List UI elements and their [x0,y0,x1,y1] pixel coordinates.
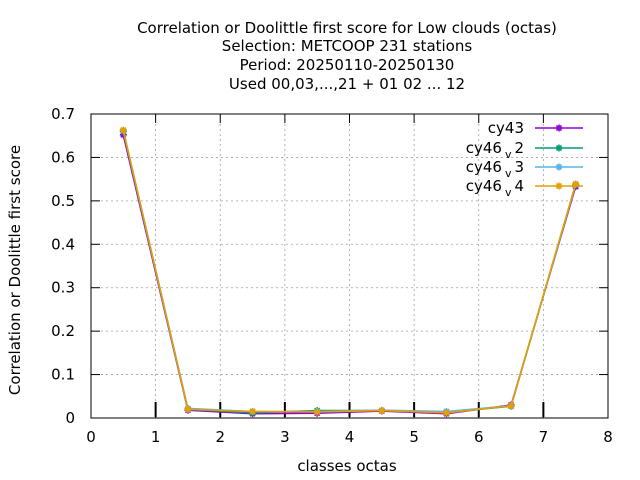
legend-item: cy46 v 3 [466,158,583,180]
data-point [442,409,450,417]
legend-label-main: cy46 [466,177,502,195]
title-line: Period: 20250110-20250130 [240,56,455,74]
x-tick-label: 4 [345,428,355,446]
marker-stroke [555,163,563,171]
marker-stroke [314,408,321,415]
y-tick-label: 0 [65,409,75,427]
marker-stroke [507,402,515,409]
x-axis-label: classes octas [297,457,397,475]
x-tick-label: 7 [539,428,549,446]
legend-item: cy46 v 2 [466,139,583,161]
axes [90,113,609,419]
legend-label: cy43 [488,119,524,137]
legend-item: cy46 v 4 [466,177,583,199]
x-tick-label: 2 [215,428,225,446]
x-tick-label: 6 [474,428,484,446]
legend-swatch-marker [555,124,563,132]
y-tick-label: 0.5 [51,192,75,210]
legend-label-tail: 2 [514,139,524,157]
marker-stroke [378,407,385,414]
x-tick-label: 3 [280,428,290,446]
title-line: Correlation or Doolittle first score for… [137,19,557,37]
series-line [122,129,577,414]
x-tick-label: 1 [151,428,161,446]
y-tick-label: 0.7 [51,105,75,123]
y-tick-label: 0.6 [51,148,75,166]
x-tick-labels: 0 1 2 3 4 5 6 7 8 [86,428,613,446]
y-axis-label: Correlation or Doolittle first score [6,145,24,395]
legend-label-sub: v [505,186,512,199]
legend-label-tail: 4 [514,177,524,195]
legend-label-tail: 3 [514,158,524,176]
data-point [378,407,386,415]
y-tick-labels: 0 0.1 0.2 0.3 0.4 0.5 0.6 0.7 [51,105,75,427]
data-point [249,407,257,415]
x-tick-label: 0 [86,428,96,446]
marker-stroke [443,409,450,416]
marker-stroke [120,127,127,134]
legend-label-main: cy43 [488,119,524,137]
legend-label: cy46 v 3 [466,158,524,180]
marker-stroke [555,182,563,190]
y-tick-label: 0.3 [51,279,75,297]
y-tick-label: 0.1 [51,366,75,384]
legend-label: cy46 v 2 [466,139,524,161]
grid-lines [91,114,608,418]
x-tick-label: 5 [409,428,419,446]
legend-label: cy46 v 4 [466,177,524,199]
legend-label-sub: v [505,167,512,180]
legend-item: cy43 [488,119,583,137]
y-tick-label: 0.2 [51,322,75,340]
title-line: Selection: METCOOP 231 stations [222,37,473,55]
legend-label-sub: v [505,148,512,161]
chart-title: Correlation or Doolittle first score for… [137,19,557,93]
marker-stroke [184,406,192,413]
legend-swatch-marker [555,144,563,152]
data-point [184,405,192,413]
legend-swatch-marker [555,182,563,190]
x-tick-label: 8 [603,428,613,446]
legend-label-main: cy46 [466,139,502,157]
title-line: Used 00,03,...,21 + 01 02 ... 12 [229,75,465,93]
y-tick-label: 0.4 [51,235,75,253]
marker-stroke [249,408,256,415]
data-series [119,126,580,418]
legend-label-main: cy46 [466,158,502,176]
data-point [119,126,127,134]
data-point [313,408,321,416]
marker-stroke [555,144,563,152]
data-point [507,402,515,410]
marker-stroke [555,124,563,132]
legend-swatch-marker [555,163,563,171]
